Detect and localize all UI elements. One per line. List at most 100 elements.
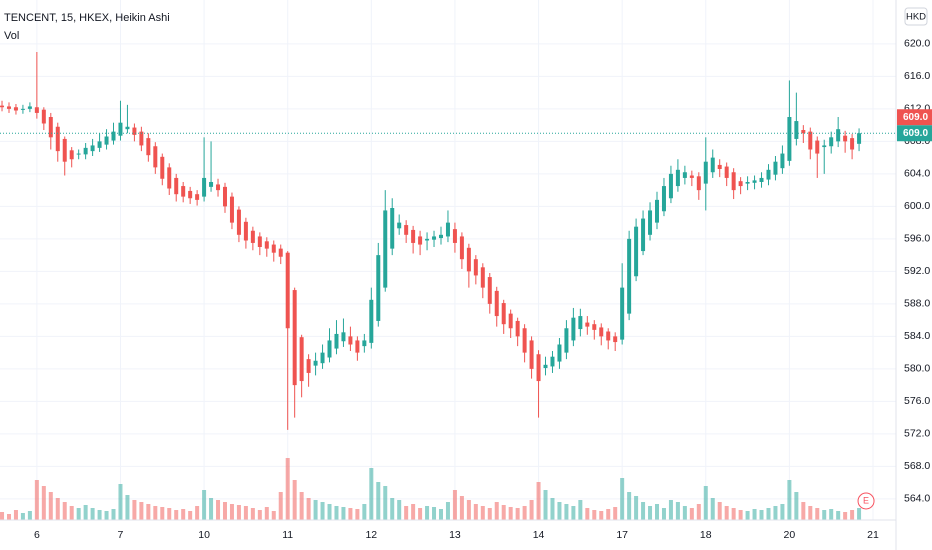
candle-body [494,290,499,317]
y-tick-label: 588.0 [904,298,930,310]
candle-body [466,247,471,272]
volume-bar [390,498,395,520]
volume-bar [780,504,785,520]
volume-label: Vol [4,30,19,42]
candle-body [452,229,457,243]
candle-body [320,352,325,364]
candle-body [522,328,527,353]
candle-body [257,236,262,247]
volume-bar [355,509,360,520]
volume-bar [20,513,25,520]
candle-body [801,130,806,134]
x-tick-label: 13 [449,529,461,541]
volume-bar [139,502,144,520]
volume-bar [34,480,39,520]
volume-bar [146,504,151,520]
candle-body [216,184,221,191]
candle-body [362,340,367,347]
volume-bar [696,504,701,520]
volume-bar [376,482,381,520]
candle-body [390,208,395,249]
volume-bar [90,508,95,520]
candle-body [153,146,158,168]
event-marker[interactable] [857,492,875,510]
candle-body [188,190,193,199]
volume-bar [836,511,841,520]
candle-body [438,234,443,239]
candle-body [236,209,241,235]
volume-bar [229,504,234,520]
candle-body [445,222,450,237]
volume-bar [794,492,799,520]
candle-body [829,137,834,147]
candle-body [69,150,74,160]
volume-bar [97,510,102,520]
candle-body [111,131,116,141]
volume-bar [362,504,367,520]
candle-body [696,176,701,191]
volume-bar [703,486,708,520]
candle-body [292,290,297,386]
candle-body [655,199,660,223]
candle-body [808,131,813,150]
candle-body [369,299,374,343]
candle-body [815,140,820,154]
volume-bar [557,502,562,520]
volume-bar [438,509,443,520]
volume-bar [264,507,269,520]
candle-body [689,175,694,178]
candle-body [675,169,680,187]
candle-body [557,344,562,362]
volume-bar [529,500,534,520]
volume-bar [167,508,172,520]
candle-body [313,360,318,366]
volume-bar [613,507,618,520]
candle-body [592,324,597,330]
candle-body [278,248,283,257]
candle-body [571,317,576,341]
volume-bar [62,502,67,520]
volume-bar [801,502,806,520]
currency-box[interactable] [904,7,928,26]
candle-body [411,229,416,243]
volume-bar [620,478,625,520]
candle-body [139,131,144,146]
price-tag [897,125,932,142]
volume-bar [592,510,597,520]
candle-body [264,241,269,249]
candle-body [0,105,5,108]
candle-body [836,129,841,142]
volume-bar [209,498,214,520]
candle-body [202,177,207,197]
volume-bar [452,490,457,520]
volume-bar [83,505,88,520]
candle-body [299,337,304,382]
volume-bar [738,510,743,520]
candle-body [487,277,492,304]
candle-body [634,226,639,277]
candle-body [341,332,346,342]
volume-bar [160,507,165,520]
candle-body [787,117,792,161]
candle-body [355,340,360,353]
event-label: E [863,495,869,505]
y-tick-label: 616.0 [904,70,930,82]
candle-body [425,238,430,241]
y-tick-label: 584.0 [904,330,930,342]
volume-bar [724,506,729,520]
volume-bar [125,495,130,520]
volume-bar [850,510,855,520]
currency[interactable]: HKD [906,12,926,23]
volume-bar [445,502,450,520]
candle-body [641,218,646,252]
candle-body [62,138,67,162]
volume-bar [599,511,604,520]
volume-bar [543,490,548,520]
candle-body [13,107,18,111]
volume-bar [383,486,388,520]
candle-body [118,122,123,136]
candle-body [376,255,381,321]
x-tick-label: 18 [700,529,712,541]
candle-body [285,252,290,329]
